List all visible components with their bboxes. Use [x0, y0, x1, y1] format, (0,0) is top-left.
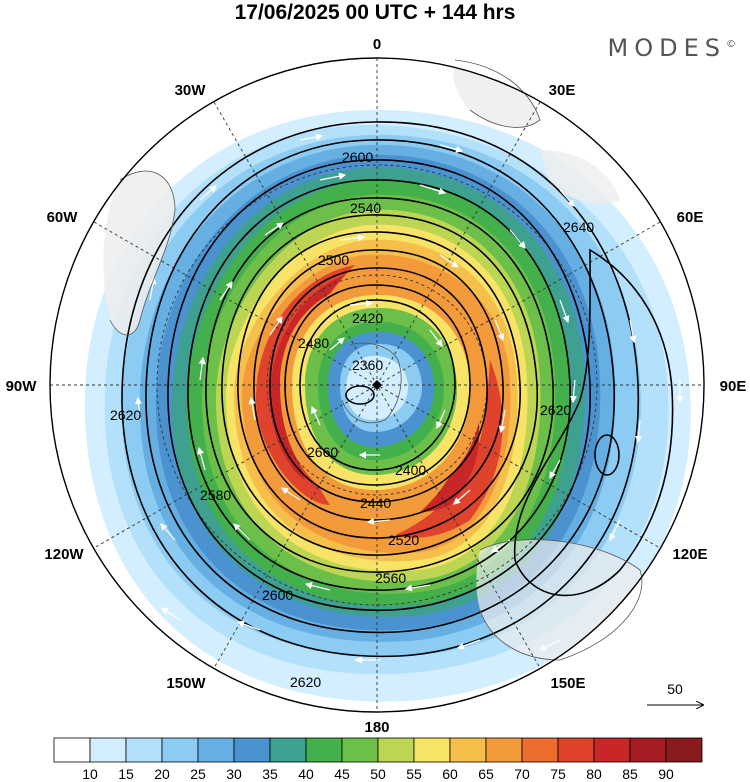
colorbar-tick-label: 40: [298, 766, 314, 782]
colorbar-swatch: [89, 737, 127, 763]
colorbar-tick-label: 60: [442, 766, 458, 782]
contour-label: 2500: [318, 252, 349, 268]
colorbar-swatch: [665, 737, 703, 763]
colorbar-swatch: [485, 737, 523, 763]
colorbar-tick-label: 35: [262, 766, 278, 782]
vector-reference: 50: [647, 681, 703, 705]
colorbar-tick-label: 10: [82, 766, 98, 782]
colorbar-swatch: [521, 737, 559, 763]
lon-label-150w: 150W: [166, 675, 206, 692]
contour-label: 2620: [540, 402, 571, 418]
contour-label: 2600: [342, 149, 373, 165]
contour-label: 2580: [200, 487, 231, 503]
land-south-america: [103, 171, 175, 335]
colorbar-tick-label: 15: [118, 766, 134, 782]
height-contours: [121, 121, 674, 658]
band-80-east: [395, 360, 503, 538]
colorbar-swatch: [197, 737, 235, 763]
contour-label: 2560: [375, 570, 406, 586]
copyright-mark: ©: [726, 39, 736, 50]
colorbar-tick-label: 30: [226, 766, 242, 782]
lon-label-60w: 60W: [47, 209, 79, 226]
contour-label: 2640: [563, 219, 594, 235]
lon-label-90w: 90W: [6, 378, 38, 395]
colorbar-tick-label: 90: [658, 766, 674, 782]
colorbar-swatch: [593, 737, 631, 763]
lon-label-0: 0: [373, 36, 381, 53]
colorbar-swatch: [233, 737, 271, 763]
lon-label-60e: 60E: [677, 209, 704, 226]
colorbar-tick-label: 85: [622, 766, 638, 782]
lon-label-150e: 150E: [550, 675, 585, 692]
colorbar-tick-label: 80: [586, 766, 602, 782]
land-africa: [453, 60, 540, 128]
colorbar-tick-label: 50: [370, 766, 386, 782]
contour-label: 2620: [110, 407, 141, 423]
colorbar-swatch: [413, 737, 451, 763]
pole-marker: [372, 380, 382, 390]
band-85-east: [420, 400, 480, 512]
contour-label: 2420: [352, 310, 383, 326]
contour-label: 2360: [352, 357, 383, 373]
map-boundary: [49, 57, 705, 713]
colorbar-swatch: [341, 737, 379, 763]
colorbar-swatch: [377, 737, 415, 763]
lon-label-90e: 90E: [720, 378, 747, 395]
lon-label-120e: 120E: [672, 546, 707, 563]
colorbar-swatch: [161, 737, 199, 763]
colorbar-swatch: [449, 737, 487, 763]
vector-reference-label: 50: [667, 681, 683, 697]
contour-label: 2540: [350, 200, 381, 216]
contour-label: 2480: [298, 335, 329, 351]
colorbar-tick-label: 25: [190, 766, 206, 782]
colorbar-swatch: [125, 737, 163, 763]
contour-label: 2400: [395, 462, 426, 478]
colorbar-swatch: [305, 737, 343, 763]
map-title: 17/06/2025 00 UTC + 144 hrs: [234, 1, 516, 24]
colorbar-swatch: [53, 737, 91, 763]
modes-logo: MODES©: [608, 34, 736, 62]
colorbar-tick-label: 45: [334, 766, 350, 782]
lon-label-180: 180: [364, 719, 389, 736]
contour-label: 2440: [360, 495, 391, 511]
longitude-labels: 0 30E 60E 90E 120E 150E 180 150W 120W 90…: [6, 36, 747, 736]
colorbar-tick-label: 75: [550, 766, 566, 782]
contour-label-group: 2360 2420 2480 2500 2520 2540 2560 2580 …: [110, 149, 594, 690]
contour-label: 2620: [290, 674, 321, 690]
colorbar-swatch: [629, 737, 667, 763]
brand-text: MODES: [607, 34, 726, 62]
lon-label-30e: 30E: [549, 82, 576, 99]
colorbar-tick-label: 70: [514, 766, 530, 782]
colorbar-swatch: [269, 737, 307, 763]
colorbar-swatch: [557, 737, 595, 763]
coastlines: [109, 59, 643, 661]
colorbar: 10 15 20 25 30 35 40 45 50 55 60 65 70 75 80 85 90: [53, 737, 703, 782]
colorbar-tick-label: 55: [406, 766, 422, 782]
contour-label: 2660: [307, 444, 338, 460]
colorbar-tick-label: 65: [478, 766, 494, 782]
colorbar-tick-label: 20: [154, 766, 170, 782]
contour-label: 2520: [388, 532, 419, 548]
lon-label-30w: 30W: [175, 82, 207, 99]
wind-vectors: [134, 133, 684, 664]
lon-label-120w: 120W: [44, 546, 84, 563]
contour-label: 2600: [262, 587, 293, 603]
